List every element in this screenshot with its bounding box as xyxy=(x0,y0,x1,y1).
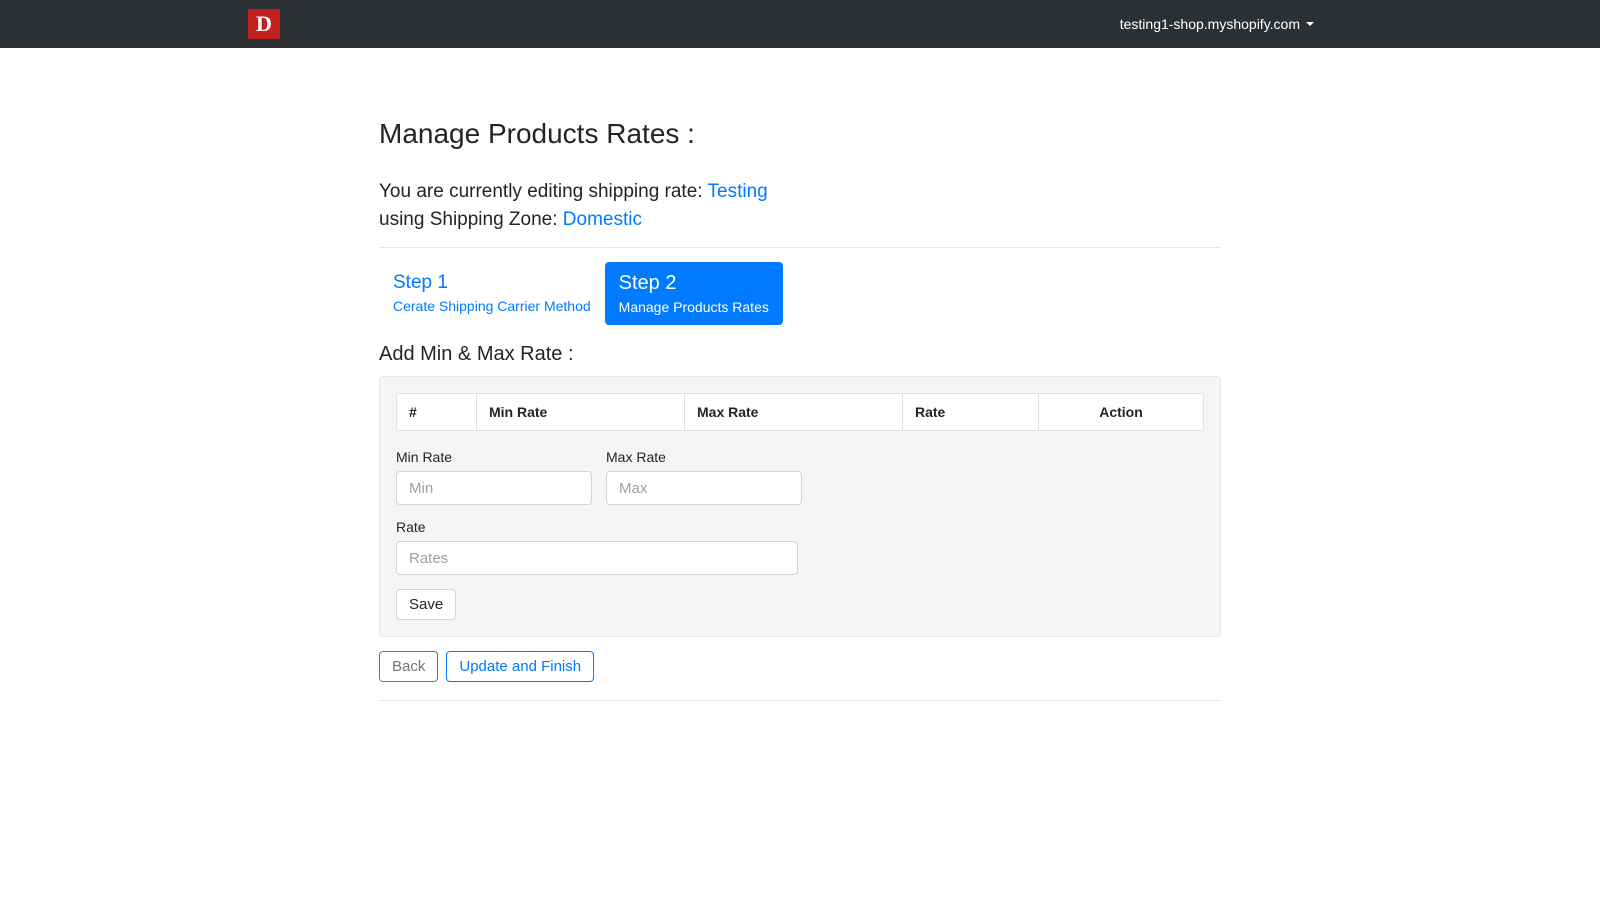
context-zone-prefix: using Shipping Zone: xyxy=(379,209,563,230)
step-tabs: Step 1 Cerate Shipping Carrier Method St… xyxy=(379,262,1221,325)
min-rate-label: Min Rate xyxy=(396,449,592,465)
step-2-title: Step 2 xyxy=(619,272,769,295)
chevron-down-icon xyxy=(1306,22,1314,26)
min-rate-group: Min Rate xyxy=(396,449,592,505)
update-finish-button[interactable]: Update and Finish xyxy=(446,651,594,682)
col-index: # xyxy=(397,394,477,431)
context-line-rate: You are currently editing shipping rate:… xyxy=(379,178,1221,206)
rate-name-link[interactable]: Testing xyxy=(708,181,768,202)
context-line-zone: using Shipping Zone: Domestic xyxy=(379,206,1221,234)
rate-input[interactable] xyxy=(396,541,798,575)
app-logo[interactable]: D xyxy=(248,9,280,39)
zone-name-link[interactable]: Domestic xyxy=(563,209,642,230)
max-rate-label: Max Rate xyxy=(606,449,802,465)
form-row-minmax: Min Rate Max Rate xyxy=(396,449,1204,505)
main-container: Manage Products Rates : You are currentl… xyxy=(379,48,1221,701)
rate-label: Rate xyxy=(396,519,1204,535)
rates-table: # Min Rate Max Rate Rate Action xyxy=(396,393,1204,431)
col-max-rate: Max Rate xyxy=(685,394,903,431)
step-1-subtitle: Cerate Shipping Carrier Method xyxy=(393,298,591,314)
max-rate-group: Max Rate xyxy=(606,449,802,505)
step-2-tab[interactable]: Step 2 Manage Products Rates xyxy=(605,262,783,325)
max-rate-input[interactable] xyxy=(606,471,802,505)
section-title: Add Min & Max Rate : xyxy=(379,343,1221,366)
footer-actions: Back Update and Finish xyxy=(379,651,1221,682)
step-1-tab[interactable]: Step 1 Cerate Shipping Carrier Method xyxy=(379,262,605,325)
rates-panel: # Min Rate Max Rate Rate Action Min Rate… xyxy=(379,376,1221,637)
min-rate-input[interactable] xyxy=(396,471,592,505)
step-1-title: Step 1 xyxy=(393,272,591,294)
shop-domain-label: testing1-shop.myshopify.com xyxy=(1120,16,1300,32)
logo-text: D xyxy=(256,11,272,37)
col-min-rate: Min Rate xyxy=(477,394,685,431)
save-button[interactable]: Save xyxy=(396,589,456,620)
back-button[interactable]: Back xyxy=(379,651,438,682)
divider xyxy=(379,247,1221,248)
context-rate-prefix: You are currently editing shipping rate: xyxy=(379,181,708,202)
col-action: Action xyxy=(1039,394,1204,431)
rate-group: Rate xyxy=(396,519,1204,575)
step-2-subtitle: Manage Products Rates xyxy=(619,299,769,315)
footer-divider xyxy=(379,700,1221,701)
table-header-row: # Min Rate Max Rate Rate Action xyxy=(397,394,1204,431)
col-rate: Rate xyxy=(903,394,1039,431)
page-title: Manage Products Rates : xyxy=(379,118,1221,150)
navbar: D testing1-shop.myshopify.com xyxy=(0,0,1600,48)
shop-dropdown[interactable]: testing1-shop.myshopify.com xyxy=(1120,16,1314,32)
